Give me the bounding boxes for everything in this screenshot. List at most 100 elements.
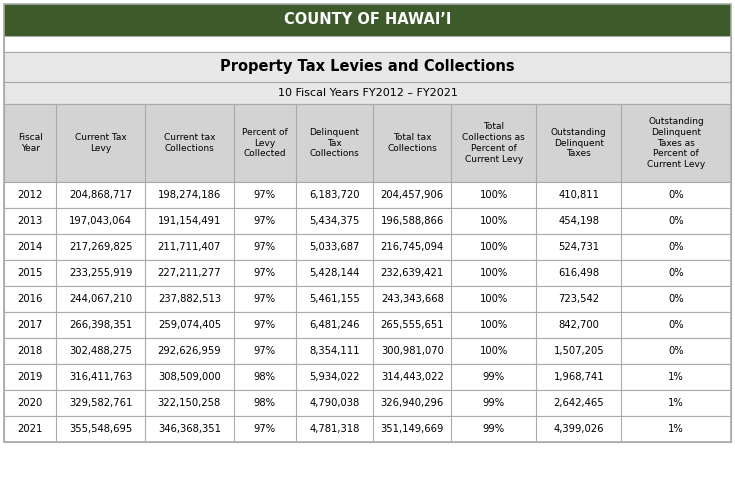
- Bar: [4, 390, 731, 416]
- Text: 355,548,695: 355,548,695: [69, 424, 132, 434]
- Text: 237,882,513: 237,882,513: [158, 294, 221, 304]
- Text: 1%: 1%: [668, 372, 684, 382]
- Text: 308,509,000: 308,509,000: [158, 372, 220, 382]
- Text: 191,154,491: 191,154,491: [158, 216, 221, 226]
- Text: 5,461,155: 5,461,155: [309, 294, 360, 304]
- Text: 2014: 2014: [18, 242, 43, 252]
- Text: 243,343,668: 243,343,668: [381, 294, 444, 304]
- Text: 0%: 0%: [668, 216, 684, 226]
- Text: 97%: 97%: [254, 242, 276, 252]
- Text: 259,074,405: 259,074,405: [158, 320, 221, 330]
- Text: 616,498: 616,498: [558, 268, 599, 278]
- Text: 100%: 100%: [479, 268, 508, 278]
- Text: Delinquent
Tax
Collections: Delinquent Tax Collections: [309, 128, 359, 158]
- Text: 326,940,296: 326,940,296: [381, 398, 444, 408]
- Text: 4,790,038: 4,790,038: [309, 398, 359, 408]
- Text: 100%: 100%: [479, 346, 508, 356]
- Bar: [4, 4, 731, 442]
- Bar: [4, 260, 731, 286]
- Text: 0%: 0%: [668, 268, 684, 278]
- Text: Total tax
Collections: Total tax Collections: [387, 133, 437, 153]
- Bar: [4, 364, 731, 390]
- Bar: [4, 234, 731, 260]
- Text: 2012: 2012: [18, 190, 43, 200]
- Text: 454,198: 454,198: [558, 216, 599, 226]
- Text: 100%: 100%: [479, 320, 508, 330]
- Text: 198,274,186: 198,274,186: [158, 190, 221, 200]
- Text: 5,428,144: 5,428,144: [309, 268, 359, 278]
- Text: 2015: 2015: [18, 268, 43, 278]
- Text: 97%: 97%: [254, 190, 276, 200]
- Text: 97%: 97%: [254, 346, 276, 356]
- Text: 0%: 0%: [668, 190, 684, 200]
- Text: 4,781,318: 4,781,318: [309, 424, 359, 434]
- Text: 232,639,421: 232,639,421: [381, 268, 444, 278]
- Text: 1%: 1%: [668, 398, 684, 408]
- Text: 346,368,351: 346,368,351: [158, 424, 221, 434]
- Text: 100%: 100%: [479, 190, 508, 200]
- Text: 217,269,825: 217,269,825: [69, 242, 132, 252]
- Bar: [4, 36, 731, 52]
- Text: 97%: 97%: [254, 294, 276, 304]
- Text: 2019: 2019: [18, 372, 43, 382]
- Text: 1,968,741: 1,968,741: [553, 372, 604, 382]
- Text: Total
Collections as
Percent of
Current Levy: Total Collections as Percent of Current …: [462, 123, 525, 164]
- Text: COUNTY OF HAWAI’I: COUNTY OF HAWAI’I: [284, 12, 451, 28]
- Text: 97%: 97%: [254, 216, 276, 226]
- Bar: [4, 416, 731, 442]
- Text: 97%: 97%: [254, 320, 276, 330]
- Text: 265,555,651: 265,555,651: [381, 320, 444, 330]
- Text: Current Tax
Levy: Current Tax Levy: [75, 133, 126, 153]
- Text: Outstanding
Delinquent
Taxes: Outstanding Delinquent Taxes: [551, 128, 606, 158]
- Text: 2021: 2021: [18, 424, 43, 434]
- Text: 98%: 98%: [254, 398, 276, 408]
- Text: 204,868,717: 204,868,717: [69, 190, 132, 200]
- Text: 8,354,111: 8,354,111: [309, 346, 359, 356]
- Text: Fiscal
Year: Fiscal Year: [18, 133, 43, 153]
- Text: 196,588,866: 196,588,866: [381, 216, 444, 226]
- Text: Outstanding
Delinquent
Taxes as
Percent of
Current Levy: Outstanding Delinquent Taxes as Percent …: [647, 117, 706, 169]
- Text: 5,033,687: 5,033,687: [309, 242, 359, 252]
- Text: 6,481,246: 6,481,246: [309, 320, 359, 330]
- Text: 0%: 0%: [668, 242, 684, 252]
- Bar: [4, 104, 731, 182]
- Text: 204,457,906: 204,457,906: [381, 190, 444, 200]
- Bar: [4, 286, 731, 312]
- Text: 2,642,465: 2,642,465: [553, 398, 604, 408]
- Text: 351,149,669: 351,149,669: [381, 424, 444, 434]
- Text: 97%: 97%: [254, 268, 276, 278]
- Text: 211,711,407: 211,711,407: [158, 242, 221, 252]
- Text: 300,981,070: 300,981,070: [381, 346, 444, 356]
- Text: 227,211,277: 227,211,277: [157, 268, 221, 278]
- Text: 5,934,022: 5,934,022: [309, 372, 359, 382]
- Text: 322,150,258: 322,150,258: [158, 398, 221, 408]
- Text: 1%: 1%: [668, 424, 684, 434]
- Text: 100%: 100%: [479, 216, 508, 226]
- Text: 410,811: 410,811: [558, 190, 599, 200]
- Text: Percent of
Levy
Collected: Percent of Levy Collected: [242, 128, 287, 158]
- Text: 2017: 2017: [18, 320, 43, 330]
- Text: 10 Fiscal Years FY2012 – FY2021: 10 Fiscal Years FY2012 – FY2021: [278, 88, 457, 98]
- Bar: [4, 312, 731, 338]
- Text: 302,488,275: 302,488,275: [69, 346, 132, 356]
- Text: 99%: 99%: [483, 372, 505, 382]
- Bar: [4, 338, 731, 364]
- Text: 5,434,375: 5,434,375: [309, 216, 359, 226]
- Text: 0%: 0%: [668, 320, 684, 330]
- Text: 97%: 97%: [254, 424, 276, 434]
- Bar: [4, 82, 731, 104]
- Text: 314,443,022: 314,443,022: [381, 372, 444, 382]
- Text: 524,731: 524,731: [558, 242, 599, 252]
- Bar: [4, 52, 731, 82]
- Text: 4,399,026: 4,399,026: [553, 424, 604, 434]
- Text: 233,255,919: 233,255,919: [69, 268, 132, 278]
- Text: 100%: 100%: [479, 294, 508, 304]
- Text: 1,507,205: 1,507,205: [553, 346, 604, 356]
- Text: 99%: 99%: [483, 424, 505, 434]
- Bar: [4, 4, 731, 36]
- Bar: [4, 182, 731, 208]
- Text: 316,411,763: 316,411,763: [69, 372, 132, 382]
- Text: 0%: 0%: [668, 294, 684, 304]
- Text: 0%: 0%: [668, 346, 684, 356]
- Text: 329,582,761: 329,582,761: [69, 398, 132, 408]
